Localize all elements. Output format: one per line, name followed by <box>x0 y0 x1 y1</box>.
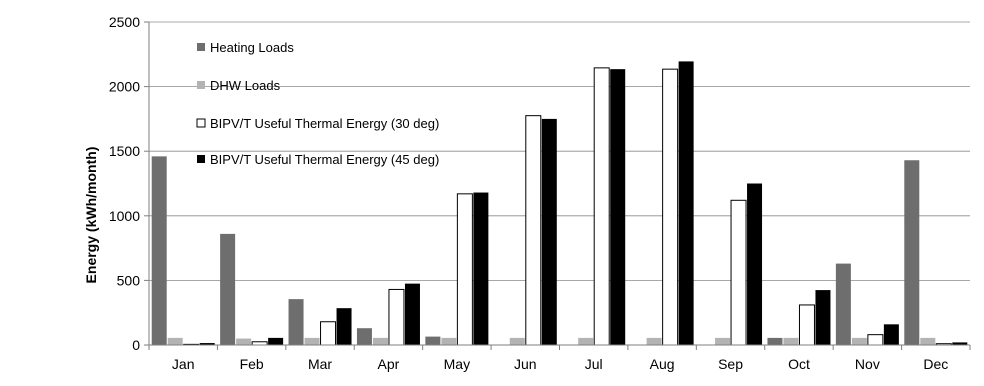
legend-label: BIPV/T Useful Thermal Energy (45 deg) <box>210 152 439 167</box>
bar-bipvt-30 <box>593 67 610 346</box>
bar-heating <box>904 160 920 345</box>
y-tick-label: 2000 <box>109 79 140 95</box>
bar-bipvt-45 <box>883 324 899 345</box>
gridlines <box>149 21 970 281</box>
bar-bipvt-30 <box>456 193 473 346</box>
bar-dhw <box>304 337 320 345</box>
bar-bipvt-45 <box>199 343 215 345</box>
x-tick-label: Oct <box>788 356 810 372</box>
bar-heating <box>288 299 304 345</box>
bar-bipvt-45 <box>268 337 284 345</box>
bar-bipvt-45 <box>541 118 557 346</box>
bar-bipvt-45 <box>336 308 352 345</box>
y-tick-label: 0 <box>132 337 140 353</box>
bar-bipvt-30 <box>388 288 405 346</box>
y-tick-label: 500 <box>117 272 141 288</box>
bar-dhw <box>920 337 936 345</box>
x-tick-label: Feb <box>240 356 264 372</box>
x-tick-label: Jun <box>514 356 537 372</box>
bar-dhw <box>715 337 731 345</box>
bar-bipvt-45 <box>610 69 626 346</box>
bar-dhw <box>578 337 594 345</box>
bar-bipvt-30 <box>662 68 679 346</box>
bar-dhw <box>646 337 662 345</box>
x-tick-label: Mar <box>308 356 332 372</box>
bar-heating <box>220 233 236 345</box>
legend-label: BIPV/T Useful Thermal Energy (30 deg) <box>210 116 439 131</box>
legend-swatch <box>197 81 205 89</box>
legend-label: DHW Loads <box>210 78 281 93</box>
bars <box>151 61 968 346</box>
x-tick-label: Jan <box>172 356 195 372</box>
bar-dhw <box>509 337 525 345</box>
bar-dhw <box>236 338 252 345</box>
bar-heating <box>425 336 441 345</box>
bar-dhw <box>783 337 799 345</box>
x-tick-label: Aug <box>650 356 675 372</box>
bar-dhw <box>372 337 388 345</box>
bar-bipvt-30 <box>798 304 815 346</box>
bar-bipvt-45 <box>952 342 968 345</box>
bar-bipvt-45 <box>747 183 763 345</box>
bar-heating <box>356 328 372 345</box>
legend-swatch <box>197 155 205 163</box>
bar-dhw <box>167 337 183 345</box>
bar-heating <box>767 337 783 345</box>
legend-swatch <box>197 43 205 51</box>
legend: Heating Loads DHW Loads BIPV/T Useful Ther… <box>196 40 439 167</box>
bar-dhw <box>851 337 867 345</box>
bar-heating <box>151 156 167 345</box>
y-tick-label: 2500 <box>109 14 140 30</box>
axes: 0 500 1000 1500 2000 2500 Jan Feb Mar Apr May Jun Ju… <box>109 14 971 372</box>
bar-bipvt-30 <box>867 334 884 346</box>
legend-label: Heating Loads <box>210 40 294 55</box>
bar-bipvt-45 <box>815 290 831 345</box>
bar-bipvt-30 <box>730 199 747 346</box>
x-tick-label: May <box>444 356 470 372</box>
x-tick-label: Dec <box>923 356 948 372</box>
x-tick-label: Apr <box>378 356 400 372</box>
y-tick-label: 1000 <box>109 208 140 224</box>
x-tick-label: Jul <box>585 356 603 372</box>
bar-bipvt-45 <box>678 61 694 345</box>
bar-bipvt-45 <box>473 192 489 345</box>
y-tick-label: 1500 <box>109 143 140 159</box>
bar-bipvt-30 <box>525 115 542 346</box>
legend-swatch <box>196 118 206 128</box>
bar-bipvt-30 <box>320 321 337 346</box>
bar-bipvt-45 <box>404 283 420 345</box>
x-tick-label: Sep <box>718 356 743 372</box>
bar-heating <box>835 263 851 345</box>
y-axis-title: Energy (kWh/month) <box>83 147 99 284</box>
bar-dhw <box>441 337 457 345</box>
x-tick-label: Nov <box>855 356 880 372</box>
